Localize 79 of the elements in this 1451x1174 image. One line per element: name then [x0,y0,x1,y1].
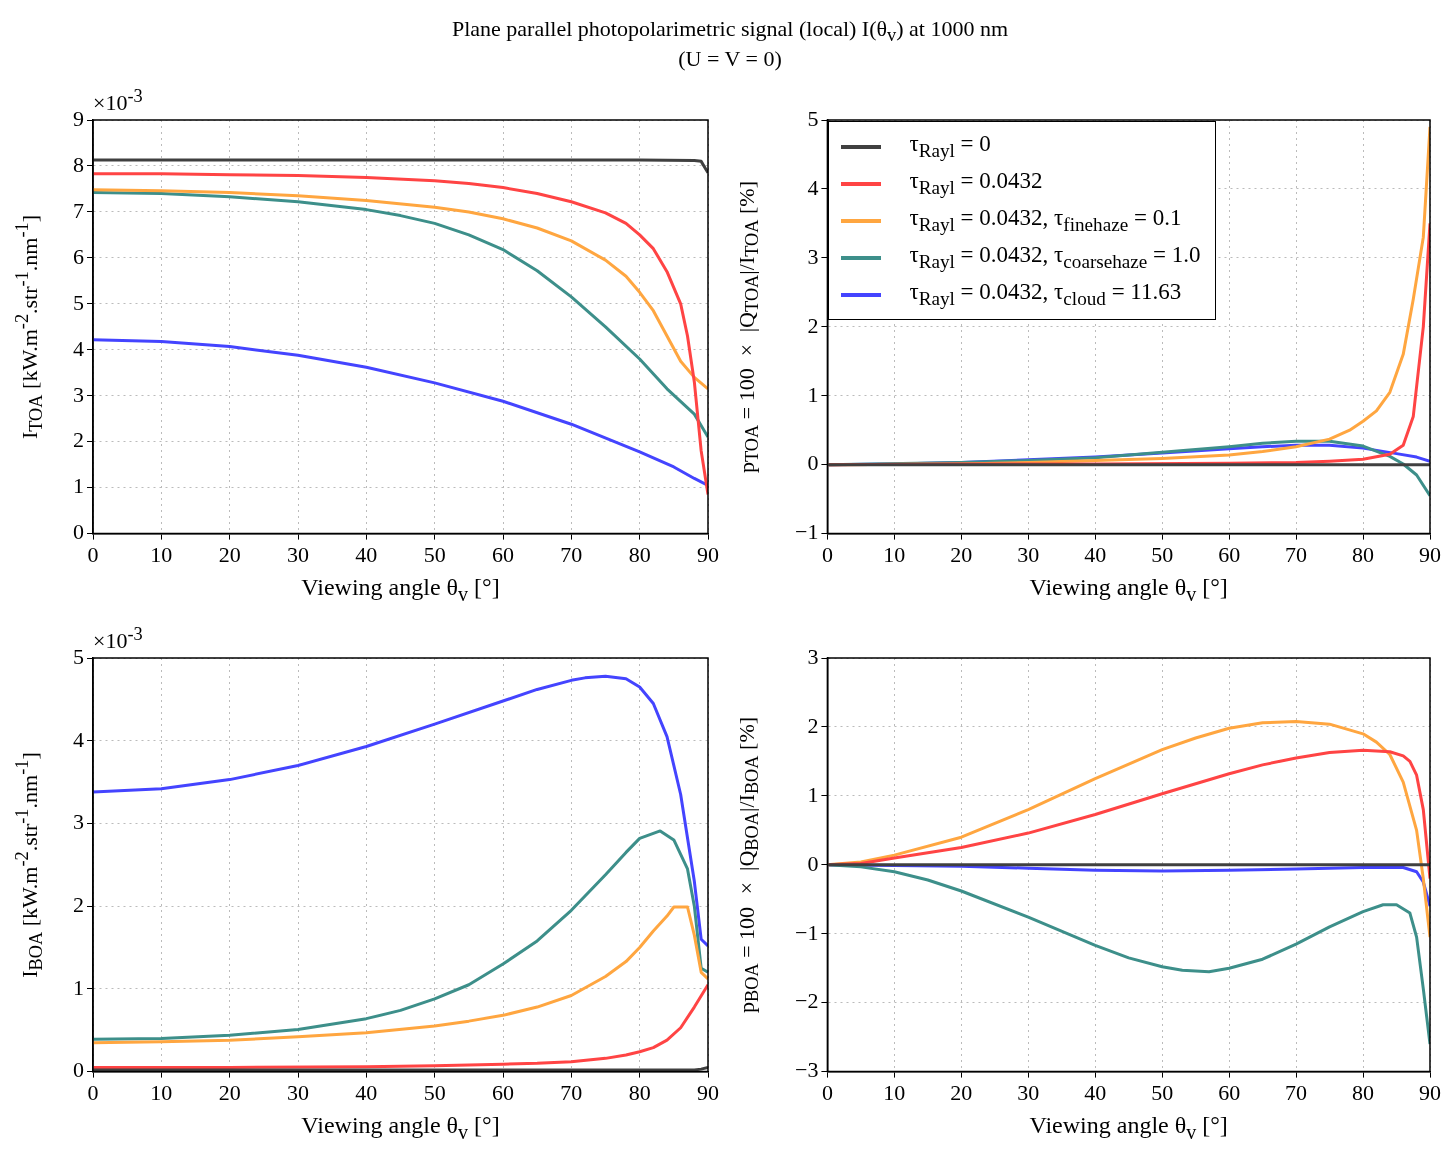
y-tick-label: 5 [73,289,84,315]
x-tick-label: 70 [1285,1079,1308,1105]
y-tick-label: −1 [794,919,819,945]
chart-subtitle: (U = V = 0) [677,46,783,73]
legend-label: τ$_{Rayl}$ = 0.0432, τ$_{cloud}$ = 11.63 [909,279,1182,310]
y-tick-label: 0 [73,1057,84,1083]
y-tick-label: 5 [73,643,84,669]
x-tick-label: 90 [697,1079,719,1105]
y-tick-label: 1 [73,974,84,1000]
x-tick-label: 40 [1084,541,1107,567]
x-tick-label: 10 [883,541,906,567]
x-tick-label: 50 [423,1079,446,1105]
chart-title: Plane parallel photopolarimetric signal (local) I(θ$_{v}$) at 1000 nm [450,16,1010,47]
y-tick-label: 2 [73,427,84,453]
y-tick-label: 3 [73,809,84,835]
legend-label: τ$_{Rayl}$ = 0.0432, τ$_{finehaze}$ = 0.1 [909,205,1182,236]
y-tick-label: 0 [807,850,819,876]
y-tick-label: 0 [73,519,84,545]
legend-label: τ$_{Rayl}$ = 0 [909,131,991,162]
x-tick-label: 90 [1419,1079,1441,1105]
y-tick-label: 7 [73,197,84,223]
x-tick-label: 50 [423,541,446,567]
x-axis-title: Viewing angle θ$_{v}$ [°] [1028,573,1229,606]
x-tick-label: 30 [287,541,309,567]
y-tick-label: 0 [807,450,819,476]
y-tick-label: 8 [73,151,84,177]
y-tick-label: 1 [807,381,819,407]
x-tick-label: 80 [1352,1079,1375,1105]
x-tick-label: 30 [1017,541,1040,567]
x-tick-label: 30 [287,1079,309,1105]
text: ×10$^{-3}$ [93,624,143,655]
legend-label: τ$_{Rayl}$ = 0.0432 [909,168,1043,199]
x-tick-label: 80 [628,541,651,567]
x-axis-title: Viewing angle θ$_{v}$ [°] [300,1111,501,1144]
x-tick-label: 70 [560,1079,583,1105]
y-tick-label: 4 [807,174,819,200]
x-tick-label: 80 [1352,541,1375,567]
x-tick-label: 60 [1218,1079,1241,1105]
y-tick-label: 2 [807,712,819,738]
x-tick-label: 10 [150,1079,173,1105]
x-tick-label: 20 [950,1079,973,1105]
y-tick-label: 4 [73,335,84,361]
x-tick-label: 80 [628,1079,651,1105]
y-tick-label: 5 [807,105,819,131]
x-tick-label: 70 [560,541,583,567]
x-tick-label: 10 [150,541,173,567]
x-tick-label: 20 [218,1079,241,1105]
x-tick-label: 60 [492,1079,514,1105]
y-tick-label: −2 [794,988,819,1014]
y-tick-label: −3 [794,1057,819,1083]
x-tick-label: 30 [1017,1079,1040,1105]
legend-label: τ$_{Rayl}$ = 0.0432, τ$_{coarsehaze}$ = 1.0 [909,242,1201,273]
x-axis-title: Viewing angle θ$_{v}$ [°] [1028,1111,1229,1144]
x-tick-label: 70 [1285,541,1308,567]
y-tick-label: 1 [73,473,84,499]
x-tick-label: 20 [950,541,973,567]
y-tick-label: 2 [807,312,819,338]
x-axis-title: Viewing angle θ$_{v}$ [°] [300,573,501,606]
x-tick-label: 50 [1151,541,1174,567]
text: ×10$^{-3}$ [93,86,143,117]
x-tick-label: 60 [1218,541,1241,567]
y-tick-label: 6 [73,243,84,269]
x-tick-label: 40 [355,541,378,567]
x-tick-label: 40 [1084,1079,1107,1105]
x-tick-label: 20 [218,541,241,567]
y-tick-label: 3 [807,643,819,669]
y-tick-label: 1 [807,781,819,807]
x-tick-label: 60 [492,541,514,567]
x-tick-label: 50 [1151,1079,1174,1105]
y-tick-label: 2 [73,891,84,917]
x-tick-label: 90 [1419,541,1441,567]
y-tick-label: −1 [794,519,819,545]
x-tick-label: 10 [883,1079,906,1105]
x-tick-label: 90 [697,541,719,567]
x-tick-label: 40 [355,1079,378,1105]
y-tick-label: 9 [73,105,84,131]
y-tick-label: 4 [73,726,84,752]
y-tick-label: 3 [807,243,819,269]
y-tick-label: 3 [73,381,84,407]
